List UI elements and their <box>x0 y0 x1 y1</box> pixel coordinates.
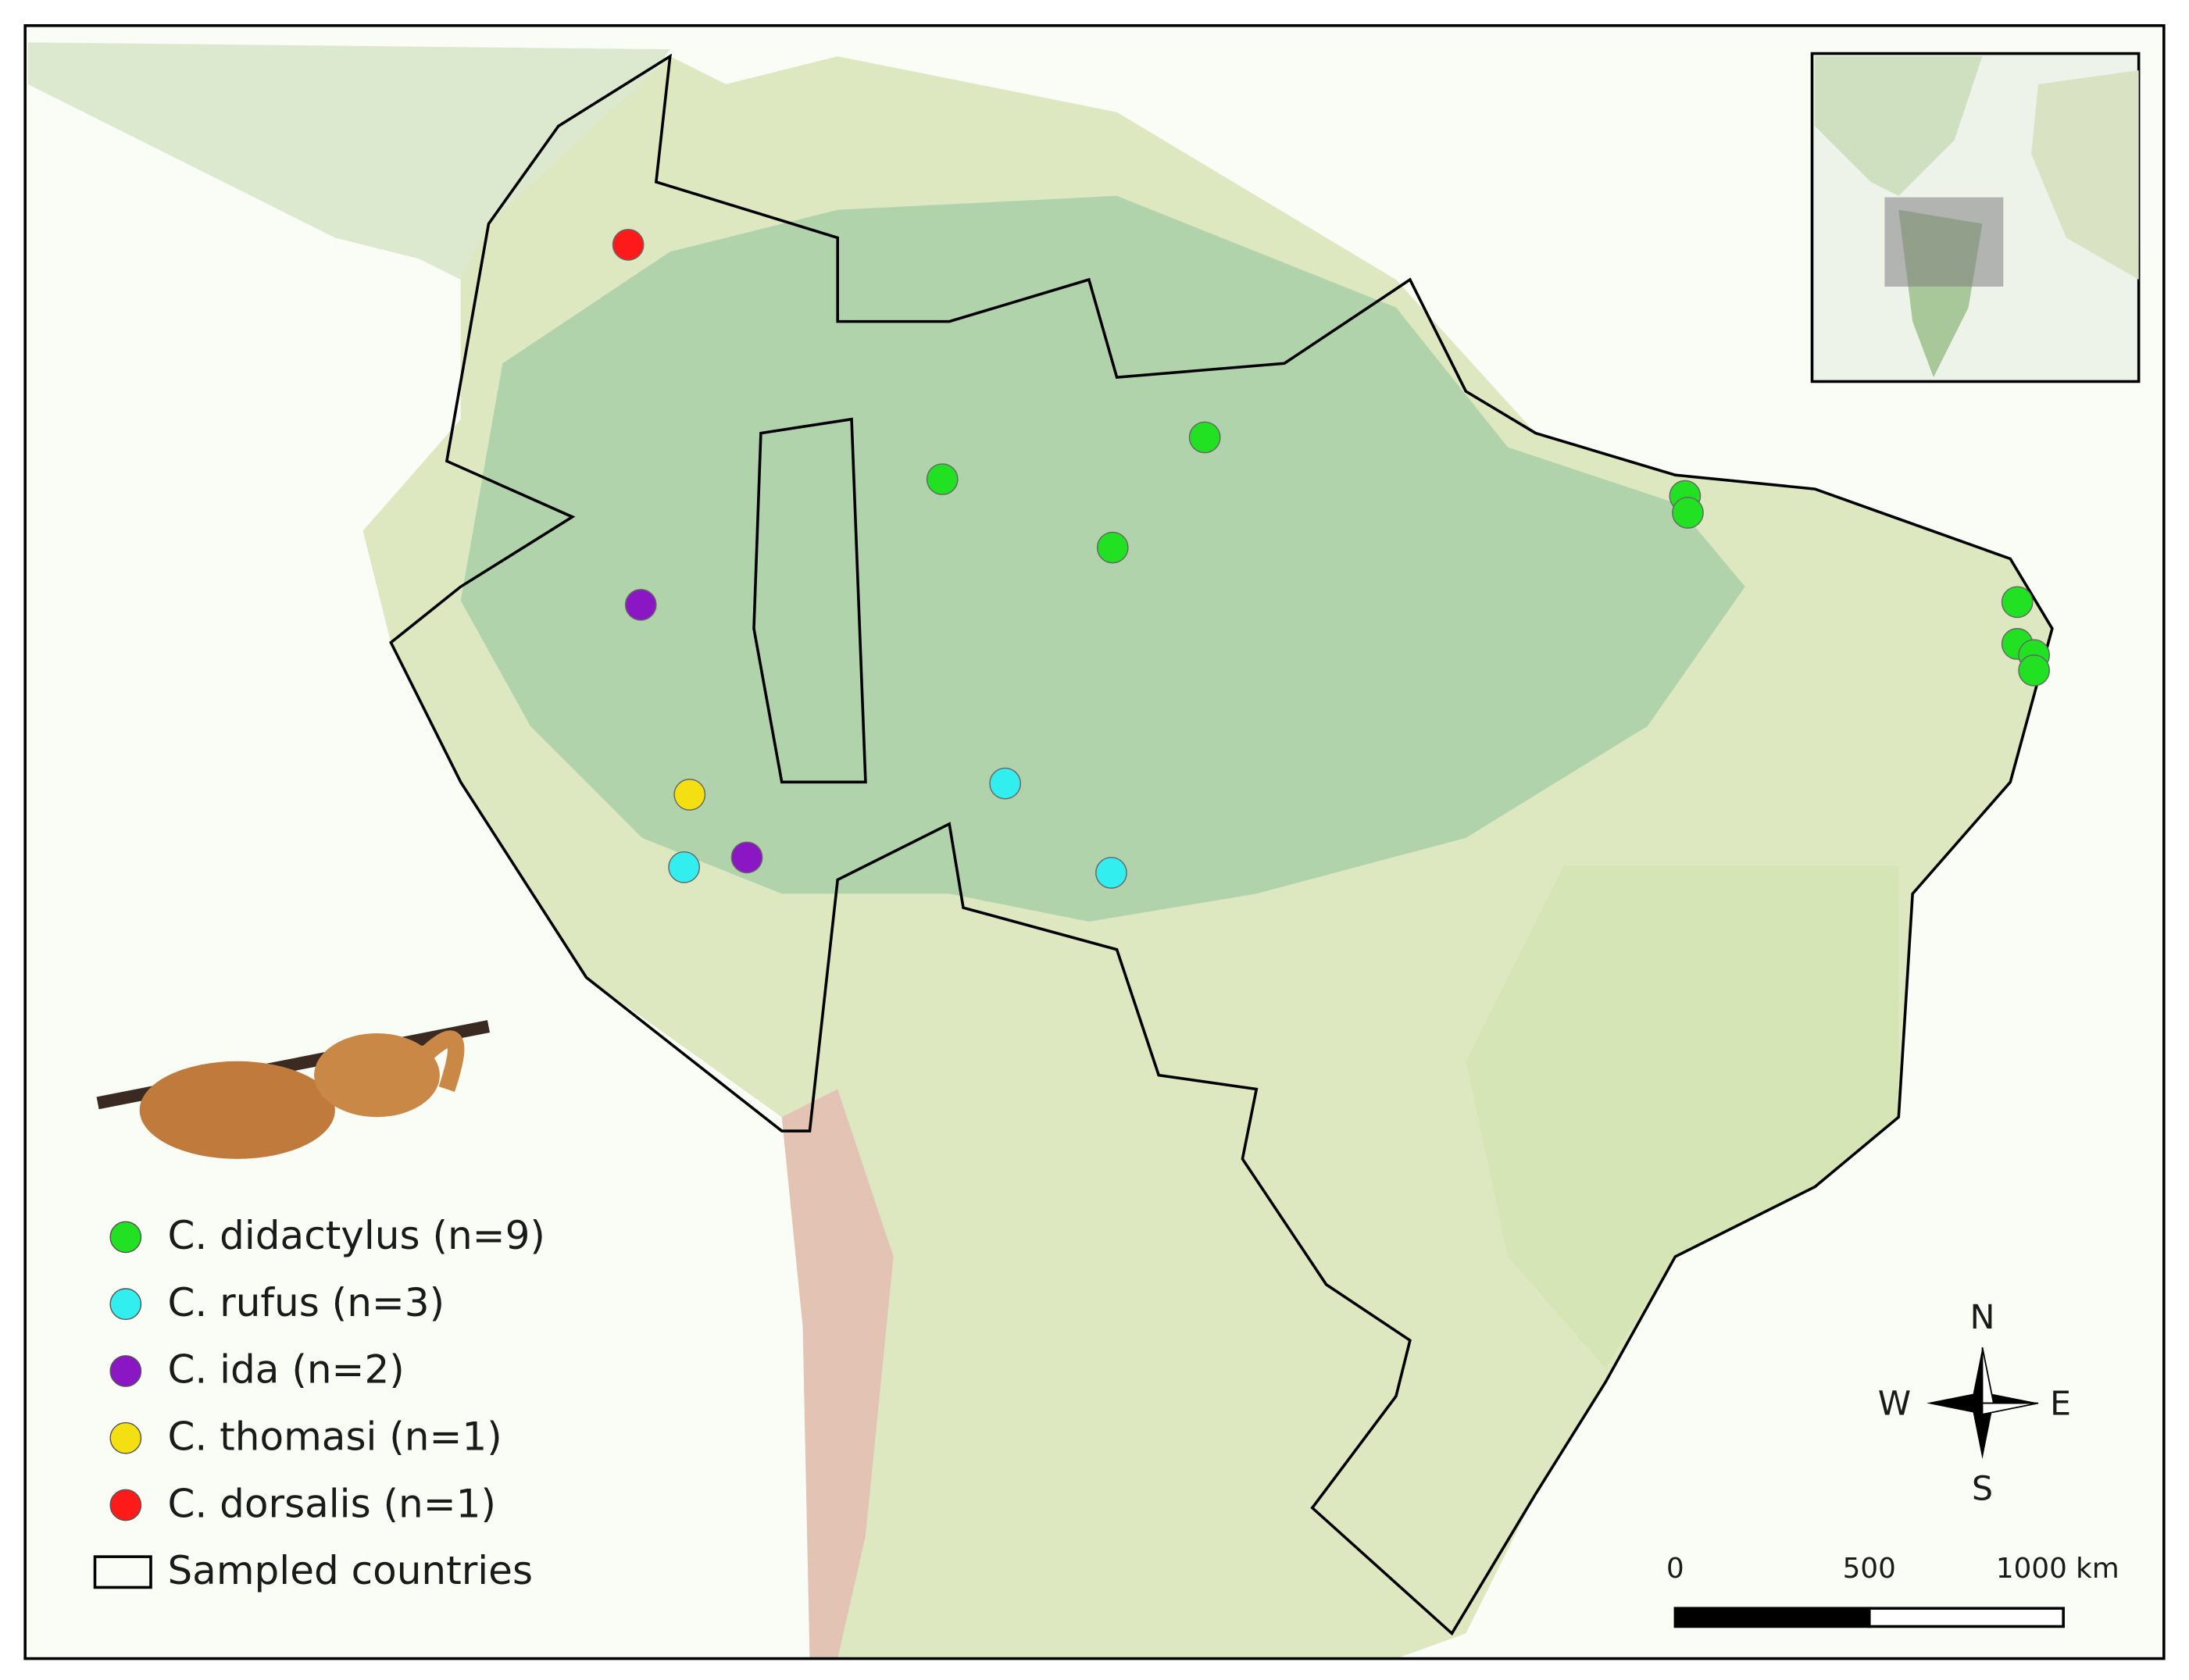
scale-label: 1000 km <box>1996 1553 2119 1585</box>
sample-point <box>1188 421 1221 454</box>
scale-bar: 0 500 1000 km <box>1666 1553 2119 1628</box>
sloth-illustration <box>96 1020 490 1159</box>
sample-point <box>989 767 1022 800</box>
legend-label: C. thomasi (n=1) <box>167 1414 502 1460</box>
sloth-body <box>139 1061 335 1159</box>
map-frame <box>23 24 2166 1660</box>
legend-label: Sampled countries <box>167 1548 533 1593</box>
scale-segment <box>1867 1607 2065 1628</box>
compass-highlight <box>1981 1402 2039 1415</box>
compass: N S W E <box>1878 1298 2071 1509</box>
compass-east: E <box>2050 1385 2071 1424</box>
legend-marker <box>109 1288 142 1321</box>
sample-point <box>612 228 645 261</box>
scale-label: 0 <box>1666 1553 1684 1585</box>
legend-label: C. didactylus (n=9) <box>167 1213 545 1258</box>
sample-point <box>2001 586 2034 619</box>
scale-label: 500 <box>1843 1553 1896 1585</box>
sample-point <box>2018 655 2051 687</box>
sample-point <box>926 463 959 495</box>
sample-points <box>612 228 2051 889</box>
andes <box>781 1089 894 1659</box>
inset-old-world <box>2031 70 2139 280</box>
cerrado <box>1466 865 1899 1368</box>
compass-west: W <box>1878 1385 1911 1424</box>
country-borders <box>389 53 2054 1636</box>
scale-segment <box>1673 1607 1871 1628</box>
sample-point <box>1095 857 1127 889</box>
legend-marker <box>109 1421 142 1454</box>
sample-point <box>730 841 763 874</box>
legend-label: C. dorsalis (n=1) <box>167 1481 496 1526</box>
inset-extent <box>1884 197 2004 287</box>
sample-point <box>1096 531 1129 564</box>
sloth-tail <box>412 1030 465 1092</box>
legend: Sampled countries C. didactylus (n=9) C. … <box>93 1213 545 1593</box>
compass-south: S <box>1972 1470 1993 1509</box>
inset-map <box>1810 52 2141 383</box>
inset-north-america <box>1815 56 1983 196</box>
sloth-body <box>314 1033 440 1118</box>
legend-marker <box>109 1489 142 1521</box>
compass-north: N <box>1969 1298 1994 1337</box>
sample-point <box>1672 497 1704 529</box>
sample-point <box>624 589 657 621</box>
legend-label: C. rufus (n=3) <box>167 1280 445 1325</box>
border-swatch <box>93 1555 152 1589</box>
legend-marker <box>109 1221 142 1254</box>
sample-point <box>668 851 700 883</box>
legend-marker <box>109 1355 142 1387</box>
legend-label: C. ida (n=2) <box>167 1347 404 1393</box>
sample-point <box>673 779 706 811</box>
